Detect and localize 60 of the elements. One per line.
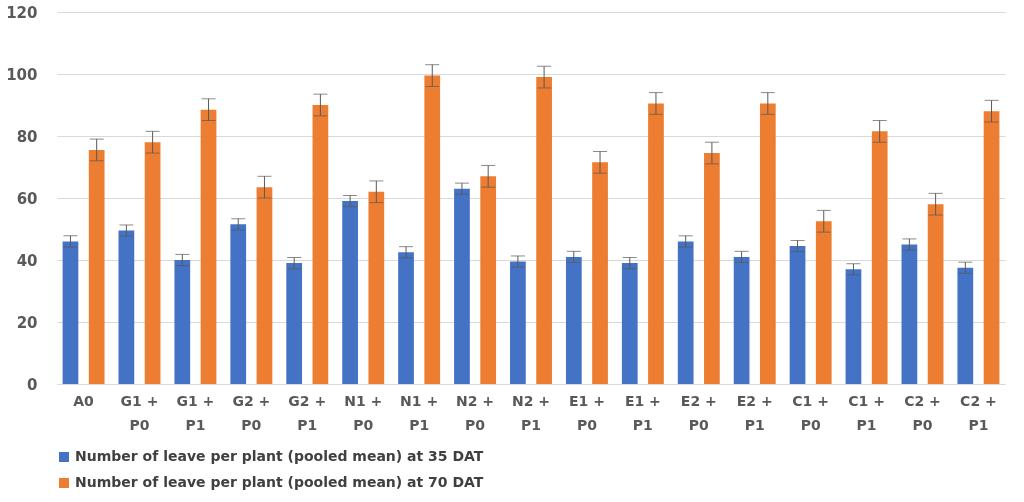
legend-label: Number of leave per plant (pooled mean) at 70 DAT bbox=[75, 474, 484, 490]
bar bbox=[174, 260, 191, 384]
x-tick-label: G2 + P1 bbox=[288, 392, 327, 433]
bar bbox=[536, 77, 552, 384]
x-tick-label: E1 + P0 bbox=[568, 392, 605, 433]
x-tick-label: N1 + P1 bbox=[400, 392, 439, 433]
x-tick-label: N1 + P0 bbox=[344, 392, 383, 433]
bar bbox=[256, 187, 273, 384]
x-tick-label: A0 bbox=[73, 392, 95, 409]
bar bbox=[480, 176, 497, 384]
x-tick-label: C1 + P0 bbox=[792, 392, 829, 433]
y-tick-label: 20 bbox=[16, 313, 38, 332]
x-tick-label: C2 + P1 bbox=[960, 392, 997, 433]
bar bbox=[230, 224, 247, 384]
bar bbox=[704, 153, 720, 384]
bar bbox=[454, 188, 470, 384]
bar bbox=[815, 221, 832, 384]
bar bbox=[845, 269, 862, 384]
bar bbox=[592, 162, 608, 384]
x-tick-label: C1 + P1 bbox=[848, 392, 885, 433]
y-tick-label: 120 bbox=[6, 3, 38, 22]
x-tick-label: C2 + P0 bbox=[904, 392, 941, 433]
bar bbox=[398, 252, 414, 384]
bar bbox=[88, 149, 105, 384]
y-tick-label: 0 bbox=[27, 375, 38, 394]
bar bbox=[144, 142, 161, 384]
bar bbox=[286, 263, 303, 384]
bar bbox=[733, 256, 750, 384]
x-tick-label: E2 + P1 bbox=[736, 392, 773, 433]
bar bbox=[901, 244, 918, 384]
x-tick-label: G1 + P1 bbox=[176, 392, 215, 433]
bar bbox=[118, 230, 135, 384]
bar bbox=[927, 204, 944, 384]
bar bbox=[677, 241, 694, 384]
y-tick-label: 80 bbox=[16, 127, 38, 146]
y-tick-label: 100 bbox=[6, 65, 38, 84]
x-tick-label: E1 + P1 bbox=[624, 392, 661, 433]
bar bbox=[424, 75, 441, 384]
bar bbox=[789, 246, 806, 384]
legend-label: Number of leave per plant (pooled mean) at 35 DAT bbox=[75, 448, 484, 464]
bar bbox=[759, 103, 776, 384]
bar bbox=[565, 256, 582, 384]
bar bbox=[648, 103, 664, 384]
bar bbox=[200, 109, 217, 384]
bar bbox=[983, 111, 1000, 384]
x-tick-label: N2 + P1 bbox=[511, 392, 551, 433]
bar bbox=[342, 201, 358, 384]
y-tick-label: 60 bbox=[16, 189, 38, 208]
x-tick-label: E2 + P0 bbox=[680, 392, 717, 433]
bar bbox=[871, 131, 888, 384]
bar bbox=[621, 263, 638, 384]
bar bbox=[312, 105, 329, 384]
bar bbox=[368, 191, 385, 384]
x-tick-label: G2 + P0 bbox=[232, 392, 271, 433]
bar bbox=[62, 241, 79, 384]
bar bbox=[957, 267, 974, 384]
x-tick-label: N2 + P0 bbox=[456, 392, 495, 433]
y-tick-label: 40 bbox=[16, 251, 38, 270]
x-tick-label: G1 + P0 bbox=[120, 392, 159, 433]
bar bbox=[510, 261, 526, 384]
